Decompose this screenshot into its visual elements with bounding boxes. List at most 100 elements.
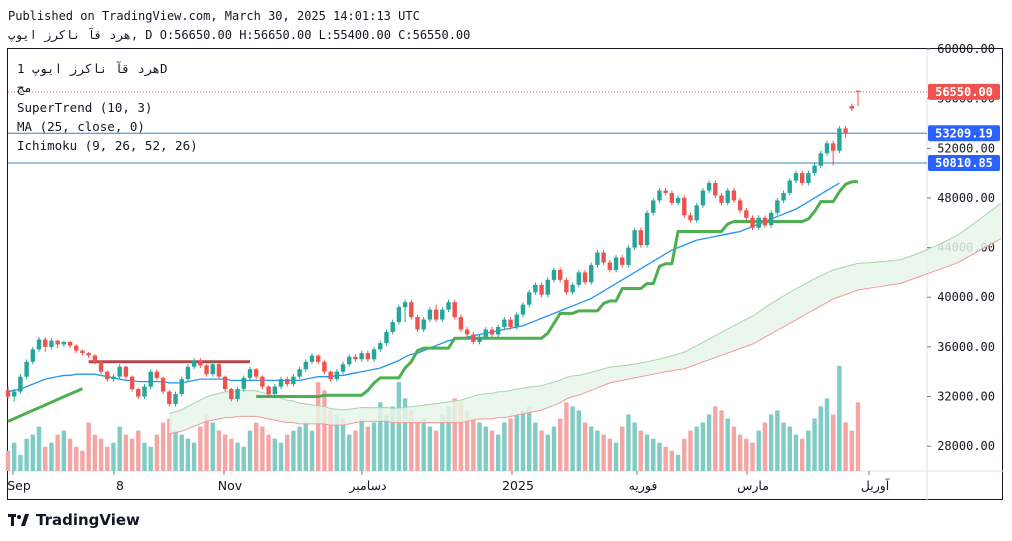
volume-bar xyxy=(74,446,79,471)
candle-body xyxy=(297,369,302,377)
volume-bar xyxy=(347,434,352,471)
volume-bar xyxy=(589,426,594,471)
x-tick-label: 8 xyxy=(116,478,124,493)
y-tick-label: 28000.00 xyxy=(937,439,995,453)
candle-body xyxy=(806,173,811,184)
volume-bar xyxy=(775,410,780,471)
legend-exchange: مج xyxy=(17,80,33,95)
legend-supertrend[interactable]: SuperTrend (10, 3) xyxy=(17,100,153,115)
volume-bar xyxy=(353,430,358,471)
candle-body xyxy=(142,386,147,397)
volume-bar xyxy=(706,414,712,471)
volume-bar xyxy=(533,422,538,471)
candle-body xyxy=(799,173,805,184)
volume-bar xyxy=(787,426,792,471)
candle-body xyxy=(830,143,836,151)
volume-bar xyxy=(830,414,836,471)
candle-body xyxy=(409,302,414,318)
candle-body xyxy=(694,205,699,221)
candle-body xyxy=(483,329,488,337)
candle-body xyxy=(824,143,830,154)
supertrend-up-line xyxy=(256,180,858,399)
candle-body xyxy=(713,183,718,196)
volume-bar xyxy=(440,414,445,471)
volume-bar xyxy=(18,454,23,471)
candle-body xyxy=(744,210,749,218)
candle-body xyxy=(719,195,724,203)
candle-body xyxy=(365,353,371,360)
candle-body xyxy=(632,230,637,248)
volume-bar xyxy=(477,422,482,471)
volume-bar xyxy=(669,450,675,471)
volume-bar xyxy=(806,430,811,471)
candle-body xyxy=(61,341,67,345)
candle-body xyxy=(855,90,861,92)
volume-bar xyxy=(849,430,854,471)
volume-bar xyxy=(855,402,861,471)
volume-bar xyxy=(737,434,743,471)
candle-body xyxy=(725,190,730,203)
symbol-ohlc-line: هرد قآ ناکرز ایوپ, D O:56650.00 H:56650.… xyxy=(8,28,471,42)
candle-body xyxy=(607,262,613,270)
volume-bar xyxy=(105,446,110,471)
legend-ma[interactable]: MA (25, close, 0) xyxy=(17,119,145,134)
volume-bar xyxy=(30,434,36,471)
candle-body xyxy=(415,317,420,330)
candle-body xyxy=(533,284,538,293)
volume-bar xyxy=(365,426,371,471)
volume-bar xyxy=(638,430,644,471)
candle-body xyxy=(688,215,693,221)
candle-body xyxy=(750,217,755,228)
volume-bar xyxy=(129,438,135,471)
volume-bar xyxy=(5,450,11,471)
volume-bar xyxy=(229,438,234,471)
volume-bar xyxy=(123,434,129,471)
candle-body xyxy=(700,190,706,206)
volume-bar xyxy=(458,402,464,471)
candle-body xyxy=(191,360,197,367)
candle-body xyxy=(582,272,588,283)
candle-body xyxy=(67,341,73,346)
volume-bar xyxy=(719,410,724,471)
volume-bar xyxy=(700,422,706,471)
volume-bar xyxy=(61,430,67,471)
legend-ichimoku[interactable]: Ichimoku (9, 26, 52, 26) xyxy=(17,138,198,153)
candle-body xyxy=(570,284,575,293)
volume-bar xyxy=(750,442,755,471)
volume-bar xyxy=(551,426,557,471)
volume-bar xyxy=(632,422,637,471)
candle-body xyxy=(222,376,228,390)
volume-bar xyxy=(644,434,650,471)
candle-body xyxy=(737,200,743,211)
candle-body xyxy=(669,192,675,203)
candle-body xyxy=(812,165,817,174)
candle-body xyxy=(657,190,662,201)
candle-body xyxy=(520,304,526,315)
volume-bar xyxy=(694,426,699,471)
volume-bar xyxy=(154,434,160,471)
x-tick-label: مارس xyxy=(737,478,769,494)
candle-body xyxy=(98,361,104,372)
volume-bar xyxy=(204,414,209,471)
candle-body xyxy=(731,190,737,201)
level-label-upper-bg xyxy=(928,125,1000,142)
volume-bar xyxy=(545,434,550,471)
volume-bar xyxy=(222,434,228,471)
candle-body xyxy=(502,319,507,328)
level-label-lower-bg xyxy=(928,155,1000,172)
volume-bar xyxy=(284,434,290,471)
candle-body xyxy=(179,379,184,395)
candle-body xyxy=(284,379,290,385)
volume-bar xyxy=(92,434,98,471)
volume-bar xyxy=(378,402,383,471)
volume-bar xyxy=(136,430,141,471)
candle-body xyxy=(36,339,42,350)
candle-body xyxy=(359,353,364,360)
volume-bar xyxy=(613,442,619,471)
candle-body xyxy=(303,361,309,370)
candle-body xyxy=(762,217,768,226)
volume-bar xyxy=(812,418,817,471)
volume-bar xyxy=(514,414,519,471)
candle-body xyxy=(495,327,501,335)
